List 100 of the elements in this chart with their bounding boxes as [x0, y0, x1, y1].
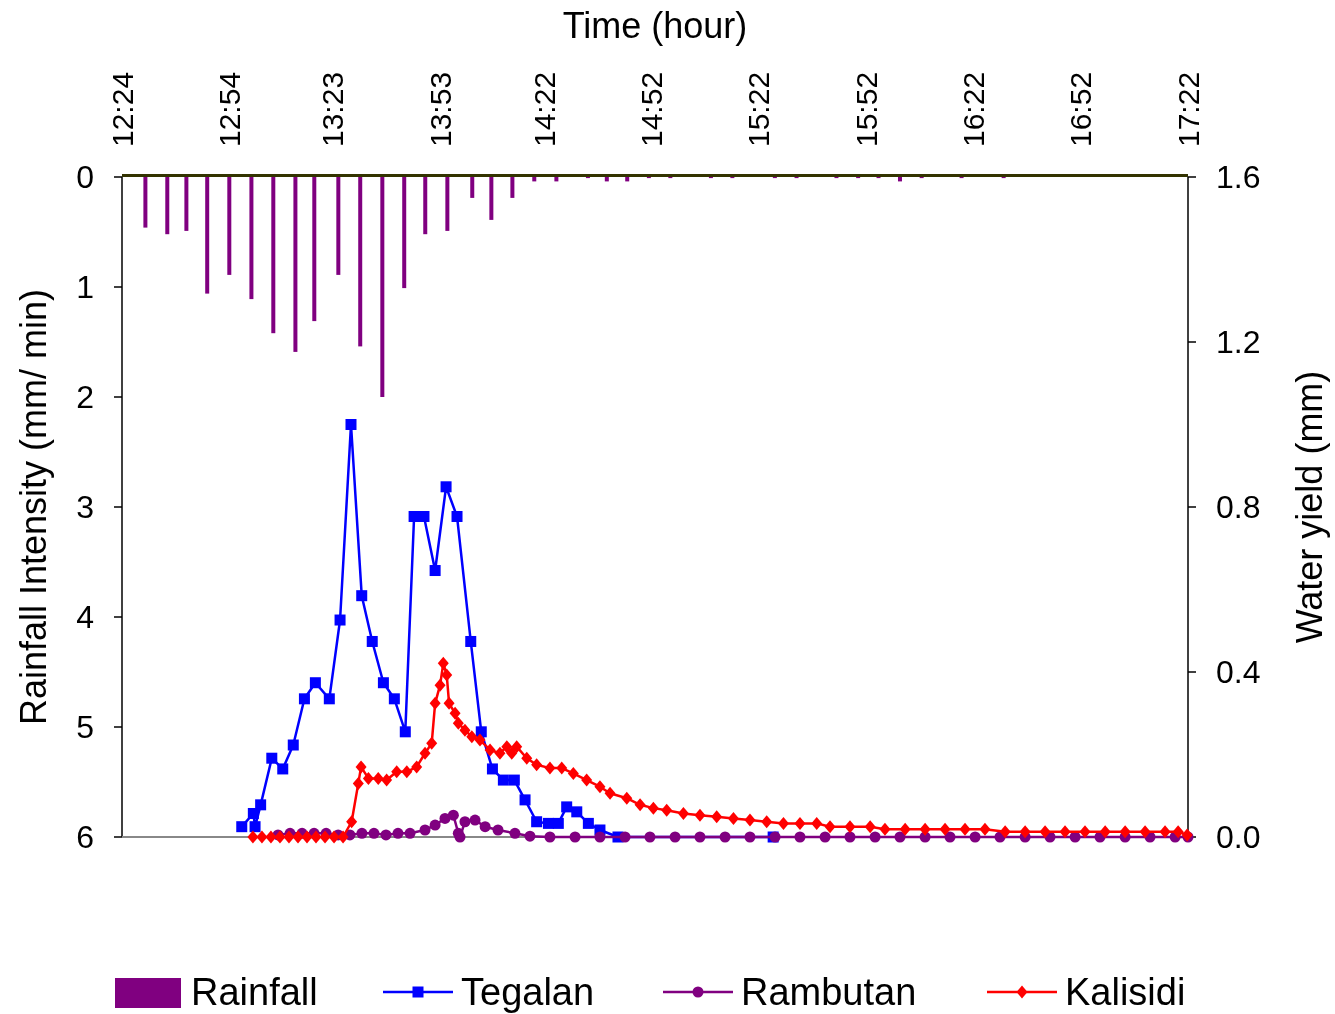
y2-axis-title: Water yield (mm) [1289, 370, 1330, 644]
y-tick-label: 0 [76, 159, 94, 196]
point [486, 763, 498, 775]
legend-label: Rainfall [191, 971, 318, 1014]
point [309, 677, 321, 689]
bar [205, 177, 210, 294]
point [323, 693, 335, 705]
point [492, 824, 504, 836]
point [277, 763, 289, 775]
point [508, 774, 520, 786]
y2-tick-label: 1.2 [1216, 324, 1261, 361]
point [255, 799, 267, 811]
point [298, 693, 310, 705]
bar [227, 177, 232, 275]
x-tick-label: 17:22 [1171, 71, 1205, 147]
point [399, 726, 411, 738]
point [469, 814, 481, 826]
x-tick-label: 13:53 [423, 71, 457, 147]
point [418, 510, 430, 522]
point [619, 831, 631, 843]
bar [184, 177, 189, 231]
point [531, 816, 543, 828]
bar [358, 177, 363, 347]
point [465, 635, 477, 647]
bar [249, 177, 254, 300]
x-tick-label: 15:22 [742, 71, 776, 147]
point [392, 827, 404, 839]
point [380, 829, 392, 841]
point [669, 831, 681, 843]
point [247, 807, 259, 819]
point [969, 831, 981, 843]
point [644, 831, 656, 843]
point [345, 419, 357, 430]
point [236, 821, 248, 833]
point [475, 726, 487, 738]
bar [489, 177, 494, 220]
x-tick-label: 16:52 [1064, 71, 1098, 147]
point [794, 831, 806, 843]
point [429, 565, 441, 577]
point [404, 827, 416, 839]
y-axis-title: Rainfall Intensity (mm/ min) [13, 288, 54, 726]
point [356, 827, 368, 839]
point [509, 827, 521, 839]
x-tick-label: 16:22 [956, 71, 990, 147]
point [552, 817, 564, 829]
bar [470, 177, 475, 198]
point [844, 831, 856, 843]
x-tick-label: 14:22 [527, 71, 561, 147]
bar [380, 177, 385, 397]
point [542, 817, 554, 829]
point [447, 809, 459, 821]
bar [445, 177, 450, 231]
point [519, 794, 531, 806]
y-tick-label: 1 [76, 269, 94, 306]
point [744, 831, 756, 843]
x-axis-title: Time (hour) [562, 5, 748, 46]
point [356, 590, 368, 602]
point [249, 821, 261, 833]
x-tick-label: 13:23 [316, 71, 350, 147]
point [561, 801, 573, 813]
y2-tick-label: 0.8 [1216, 489, 1261, 526]
point [366, 635, 378, 647]
legend-label: Tegalan [461, 971, 595, 1014]
point [377, 677, 389, 689]
point [594, 831, 606, 843]
x-tick-label: 12:24 [105, 71, 139, 147]
bar [312, 177, 317, 322]
bar [336, 177, 341, 275]
bar [510, 177, 515, 198]
point [719, 831, 731, 843]
point [479, 821, 491, 833]
point [334, 614, 346, 626]
point [869, 831, 881, 843]
point [454, 831, 466, 843]
x-tick-label: 15:52 [849, 71, 883, 147]
x-tick-label: 12:54 [212, 71, 246, 147]
bar [293, 177, 298, 352]
point [819, 831, 831, 843]
point [694, 831, 706, 843]
bar [271, 177, 276, 334]
y-tick-label: 3 [76, 489, 94, 526]
y-tick-label: 5 [76, 709, 94, 746]
point [524, 830, 536, 842]
point [266, 752, 278, 764]
point [429, 819, 441, 831]
point [388, 693, 400, 705]
point [459, 816, 471, 828]
bar [143, 177, 148, 228]
point [451, 510, 463, 522]
point [368, 827, 380, 839]
legend-label: Rambutan [741, 971, 917, 1014]
point [544, 831, 556, 843]
point [497, 774, 509, 786]
point [440, 481, 452, 493]
point [419, 824, 431, 836]
y2-tick-label: 1.6 [1216, 159, 1261, 196]
point [582, 817, 594, 829]
bar [165, 177, 170, 235]
y-tick-label: 2 [76, 379, 94, 416]
point [569, 831, 581, 843]
